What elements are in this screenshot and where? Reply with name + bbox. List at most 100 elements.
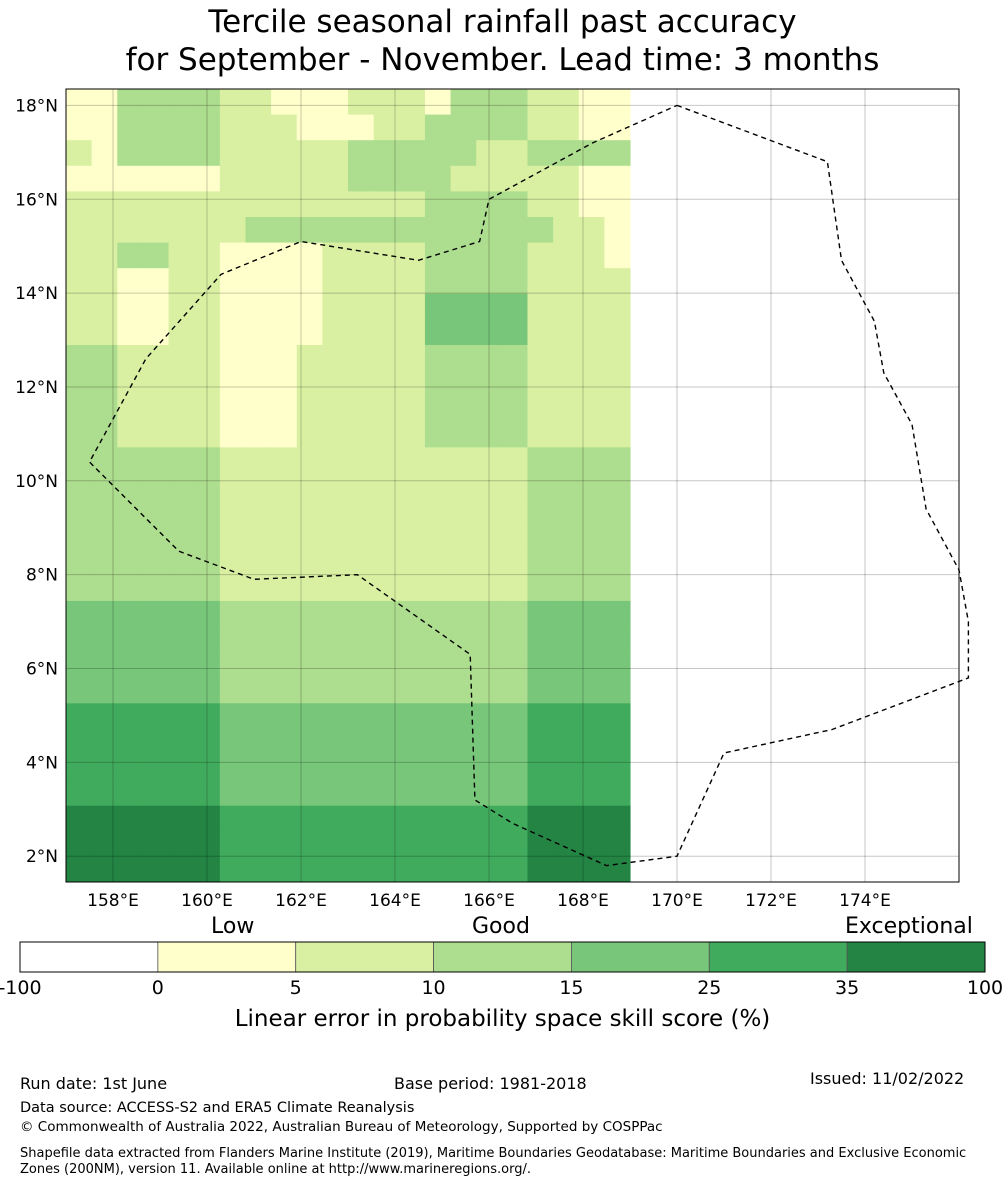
grid-cell <box>142 549 170 576</box>
grid-cell <box>168 114 195 141</box>
grid-cell <box>271 754 298 781</box>
grid-cell <box>142 831 170 858</box>
grid-cell <box>450 652 477 679</box>
grid-cell <box>348 165 375 192</box>
grid-cell <box>476 754 503 781</box>
grid-cell <box>527 447 554 474</box>
grid-cell <box>373 293 400 320</box>
grid-cell <box>501 114 528 141</box>
grid-cell <box>168 524 195 551</box>
data-source: Data source: ACCESS-S2 and ERA5 Climate … <box>20 1100 415 1116</box>
grid-cell <box>424 114 452 141</box>
grid-cell <box>219 191 246 218</box>
grid-cell <box>424 677 452 704</box>
grid-cell <box>168 216 195 244</box>
grid-cell <box>476 268 503 295</box>
grid-cell <box>66 549 93 576</box>
grid-cell <box>501 89 528 116</box>
grid-cell <box>348 140 375 167</box>
grid-cell <box>117 626 144 653</box>
grid-cell <box>66 652 93 679</box>
grid-cell <box>373 472 400 500</box>
grid-cell <box>322 191 349 218</box>
grid-cell <box>527 549 554 576</box>
grid-cell <box>476 831 503 858</box>
grid-cell <box>142 293 170 320</box>
grid-cell <box>66 293 93 320</box>
grid-cell <box>527 524 554 551</box>
grid-cell <box>66 703 93 730</box>
grid-cell <box>194 498 221 525</box>
grid-cell <box>553 472 580 500</box>
grid-cell <box>348 421 375 448</box>
grid-cell <box>604 805 631 832</box>
grid-cell <box>604 677 631 704</box>
grid-cell <box>424 293 452 320</box>
grid-cell <box>501 498 528 525</box>
grid-cell <box>527 472 554 500</box>
grid-cell <box>399 472 426 500</box>
grid-cell <box>296 575 323 602</box>
grid-cell <box>501 652 528 679</box>
grid-cell <box>399 575 426 602</box>
grid-cell <box>168 191 195 218</box>
grid-cell <box>194 728 221 756</box>
grid-cell <box>527 216 554 244</box>
grid-cell <box>527 421 554 448</box>
grid-cell <box>578 728 605 756</box>
grid-cell <box>424 856 452 883</box>
grid-cell <box>271 524 298 551</box>
grid-cell <box>168 780 195 807</box>
chart-title-line2: for September - November. Lead time: 3 m… <box>125 42 880 78</box>
grid-cell <box>245 728 272 756</box>
latitude-label: 4°N <box>26 753 58 773</box>
grid-cell <box>219 447 246 474</box>
grid-cell <box>424 319 452 346</box>
grid-cell <box>219 703 246 730</box>
grid-cell <box>142 242 170 269</box>
longitude-label: 158°E <box>87 891 139 911</box>
grid-cell <box>117 549 144 576</box>
grid-cell <box>91 652 118 679</box>
grid-cell <box>348 498 375 525</box>
grid-cell <box>271 703 298 730</box>
grid-cell <box>296 549 323 576</box>
grid-cell <box>271 114 298 141</box>
grid-cell <box>219 856 246 883</box>
grid-cell <box>578 703 605 730</box>
grid-cell <box>219 421 246 448</box>
grid-cell <box>578 626 605 653</box>
grid-cell <box>117 677 144 704</box>
grid-cell <box>578 524 605 551</box>
grid-cell <box>66 447 93 474</box>
grid-cell <box>245 114 272 141</box>
grid-cell <box>604 421 631 448</box>
longitude-label: 168°E <box>557 891 609 911</box>
issued-date: Issued: 11/02/2022 <box>810 1069 965 1088</box>
longitude-label: 170°E <box>651 891 703 911</box>
grid-cell <box>322 728 349 756</box>
grid-cell <box>450 89 477 116</box>
grid-cell <box>450 216 477 244</box>
grid-cell <box>373 626 400 653</box>
grid-cell <box>424 396 452 423</box>
grid-cell <box>399 600 426 628</box>
grid-cell <box>578 447 605 474</box>
grid-cell <box>450 524 477 551</box>
grid-cell <box>373 447 400 474</box>
grid-cell <box>373 600 400 628</box>
grid-cell <box>399 498 426 525</box>
grid-cell <box>476 447 503 474</box>
grid-cell <box>399 242 426 269</box>
grid-cell <box>245 831 272 858</box>
grid-cell <box>424 89 452 116</box>
grid-cell <box>91 780 118 807</box>
grid-cell <box>348 754 375 781</box>
grid-cell <box>117 165 144 192</box>
grid-cell <box>476 319 503 346</box>
grid-cell <box>142 268 170 295</box>
grid-cell <box>553 114 580 141</box>
grid-cell <box>604 319 631 346</box>
grid-cell <box>348 447 375 474</box>
grid-cell <box>424 216 452 244</box>
